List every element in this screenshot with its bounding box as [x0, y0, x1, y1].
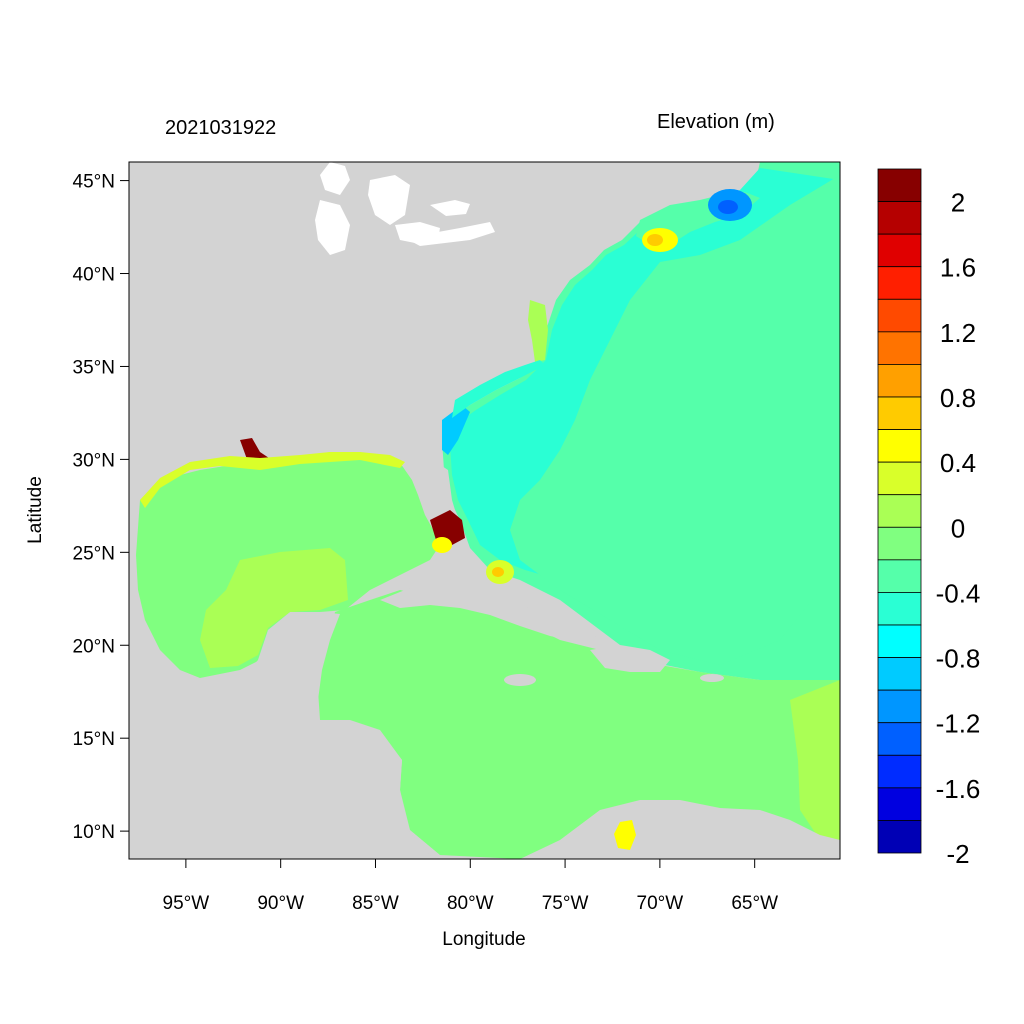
lat-tick-label: 30°N: [73, 450, 115, 471]
colorbar-label: -1.2: [936, 709, 981, 739]
gulf-coast-surge-strip: [140, 452, 405, 508]
colorbar-swatch: [877, 168, 922, 202]
colorbar-label: 0: [951, 513, 965, 543]
colorbar-swatch: [877, 201, 922, 235]
map-plot-area: [129, 162, 840, 859]
colorbar: [877, 168, 922, 854]
colorbar-swatch: [877, 364, 922, 398]
y-axis-label: Latitude: [25, 476, 46, 544]
variable-label: Elevation (m): [657, 111, 775, 133]
plot-frame: [128, 161, 841, 860]
lon-tick-label: 80°W: [447, 893, 494, 914]
lon-tick-label: 75°W: [542, 893, 589, 914]
lat-tick-label: 10°N: [73, 822, 115, 843]
colorbar-swatch: [877, 494, 922, 528]
chesapeake-bay: [528, 300, 548, 362]
lake-maracaibo: [614, 820, 636, 850]
colorbar-label: 0.8: [940, 383, 976, 413]
timestamp-label: 2021031922: [165, 117, 276, 139]
colorbar-swatch: [877, 298, 922, 333]
yucatan-peninsula: [240, 612, 340, 710]
south-florida-surge: [430, 510, 465, 545]
lat-tick-label: 25°N: [73, 543, 115, 564]
x-axis-label: Longitude: [442, 929, 525, 950]
carolina-coast: [452, 360, 545, 418]
lat-tick-label: 35°N: [73, 357, 115, 378]
colorbar-label: 0.4: [940, 448, 976, 478]
florida-keys-anomaly: [432, 537, 452, 553]
cuba-island: [380, 585, 600, 642]
colorbar-swatch: [877, 233, 922, 268]
colorbar-swatch: [877, 331, 922, 365]
colorbar-label: -2: [946, 839, 969, 869]
lesser-antilles-waters: [790, 680, 840, 859]
colorbar-swatch: [877, 820, 922, 854]
colorbar-swatch: [877, 396, 922, 430]
lon-tick-label: 70°W: [637, 893, 684, 914]
hispaniola-island: [590, 645, 670, 672]
bay-of-fundy-core: [718, 200, 738, 214]
jamaica-island: [504, 674, 536, 686]
colorbar-label: 1.6: [940, 253, 976, 283]
colorbar-labels: 2 1.6 1.2 0.8 0.4 0 -0.4 -0.8 -1.2 -1.6 -2: [936, 188, 981, 869]
colorbar-label: -0.8: [936, 644, 981, 674]
colorbar-swatch: [877, 754, 922, 789]
bahamas-core: [492, 567, 504, 577]
lat-tick-label: 20°N: [73, 636, 115, 657]
great-lakes: [315, 162, 495, 255]
cape-cod-core: [647, 234, 663, 246]
lat-tick-label: 15°N: [73, 729, 115, 750]
puerto-rico-island: [700, 674, 724, 682]
colorbar-swatch: [877, 689, 922, 724]
colorbar-swatch: [877, 559, 922, 593]
longitude-axis: 95°W 90°W 85°W 80°W 75°W 70°W 65°W: [163, 859, 778, 914]
colorbar-swatch: [877, 266, 922, 300]
latitude-axis: 45°N 40°N 35°N 30°N 25°N 20°N 15°N 10°N: [73, 172, 129, 843]
colorbar-swatch: [877, 787, 922, 821]
colorbar-label: 1.2: [940, 318, 976, 348]
lon-tick-label: 90°W: [257, 893, 304, 914]
lat-tick-label: 45°N: [73, 172, 115, 193]
colorbar-swatch: [877, 722, 922, 756]
gulf-central-anomaly: [200, 548, 348, 668]
colorbar-label: -1.6: [936, 774, 981, 804]
south-america: [520, 800, 840, 859]
colorbar-label: -0.4: [936, 578, 981, 608]
colorbar-swatch: [877, 624, 922, 658]
colorbar-label: 2: [951, 188, 965, 218]
central-america: [129, 720, 440, 859]
atlantic-deep-water: [510, 175, 840, 665]
colorbar-swatch: [877, 657, 922, 691]
lon-tick-label: 85°W: [352, 893, 399, 914]
colorbar-swatch: [877, 429, 922, 463]
colorbar-swatch: [877, 526, 922, 561]
caribbean-sea: [318, 590, 840, 859]
colorbar-swatch: [877, 461, 922, 496]
georgia-bight-low: [442, 405, 470, 455]
lon-tick-label: 65°W: [731, 893, 778, 914]
colorbar-swatch: [877, 592, 922, 626]
lat-tick-label: 40°N: [73, 265, 115, 286]
lon-tick-label: 95°W: [163, 893, 210, 914]
